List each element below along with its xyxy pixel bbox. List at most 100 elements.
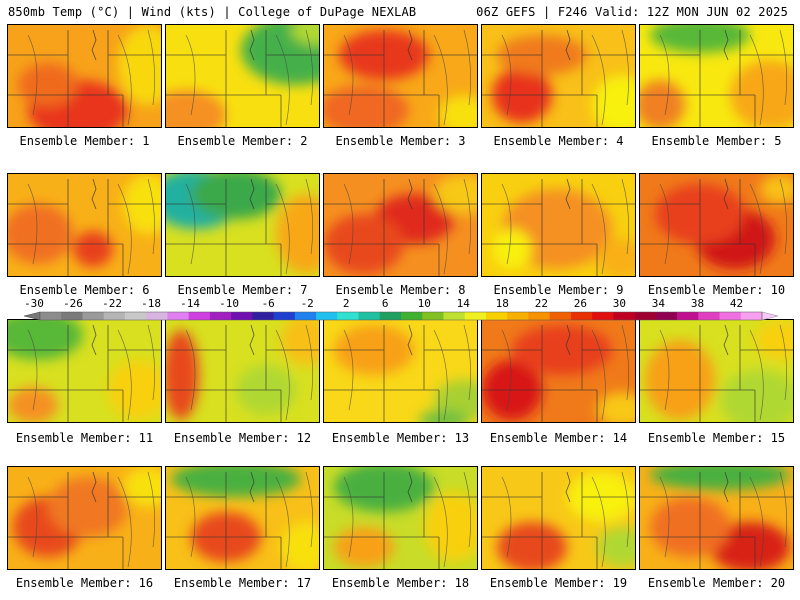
temperature-shading: [118, 25, 161, 105]
colorbar-swatch: [294, 312, 317, 320]
ensemble-member-label: Ensemble Member: 15: [647, 431, 786, 445]
temperature-shading: [710, 522, 790, 569]
colorbar-tick-label: -14: [180, 297, 200, 310]
state-borders: [482, 178, 635, 276]
ensemble-member-label: Ensemble Member: 5: [651, 134, 782, 148]
colorbar-tick-label: -6: [262, 297, 275, 310]
ensemble-member-label: Ensemble Member: 7: [177, 283, 308, 297]
temperature-shading: [171, 467, 301, 497]
wind-contours: [185, 471, 314, 568]
wind-contours: [501, 29, 630, 126]
colorbar-swatch: [422, 312, 444, 320]
ensemble-map-panel: [7, 24, 162, 128]
temperature-shading: [324, 85, 409, 127]
temperature-shading: [48, 477, 128, 537]
colorbar-swatch: [124, 312, 147, 320]
temperature-map: [8, 174, 161, 276]
state-borders: [8, 471, 161, 569]
temperature-shading: [650, 467, 790, 490]
temperature-shading: [166, 330, 199, 420]
colorbar-swatch: [82, 312, 105, 320]
wind-contours: [185, 178, 314, 275]
colorbar-swatch: [146, 312, 168, 320]
ensemble-map-panel: [165, 319, 320, 423]
ensemble-member-label: Ensemble Member: 9: [493, 283, 624, 297]
ensemble-map-panel: [639, 466, 794, 570]
colorbar-tick-label: -2: [301, 297, 314, 310]
colorbar-swatch: [740, 312, 763, 320]
ensemble-map-panel: [323, 319, 478, 423]
temperature-shading: [592, 75, 635, 127]
colorbar-tick-label: 26: [574, 297, 587, 310]
ensemble-member-label: Ensemble Member: 3: [335, 134, 466, 148]
colorbar-swatch: [634, 312, 657, 320]
temperature-map: [640, 467, 793, 569]
ensemble-map-panel: [481, 24, 636, 128]
temperature-shading: [291, 25, 319, 45]
colorbar-swatch: [677, 312, 699, 320]
state-borders: [166, 29, 319, 127]
wind-contours: [27, 471, 156, 568]
temperature-map: [640, 25, 793, 127]
temperature-shading: [439, 95, 477, 127]
wind-contours: [659, 29, 788, 126]
temperature-shading: [108, 360, 161, 420]
colorbar-tick-label: 30: [613, 297, 626, 310]
temperature-shading: [73, 231, 113, 267]
colorbar-swatch: [549, 312, 572, 320]
colorbar-tick-label: 38: [691, 297, 704, 310]
temperature-shading: [8, 204, 73, 264]
temperature-map: [166, 320, 319, 422]
state-borders: [640, 29, 793, 127]
ensemble-map-panel: [165, 24, 320, 128]
temperature-shading: [650, 497, 730, 557]
temperature-map: [324, 174, 477, 276]
ensemble-member-label: Ensemble Member: 2: [177, 134, 308, 148]
colorbar-tick-label: 34: [652, 297, 666, 310]
temperature-shading: [597, 239, 635, 276]
ensemble-map-panel: [481, 319, 636, 423]
wind-contours: [343, 178, 472, 275]
colorbar-tick-label: -30: [24, 297, 44, 310]
colorbar-swatch: [592, 312, 614, 320]
ensemble-member-label: Ensemble Member: 16: [15, 576, 154, 590]
colorbar-swatch: [507, 312, 529, 320]
ensemble-map-panel: [639, 24, 794, 128]
temperature-shading: [730, 60, 793, 127]
ensemble-member-label: Ensemble Member: 11: [15, 431, 154, 445]
ensemble-member-label: Ensemble Member: 6: [19, 283, 150, 297]
colorbar-tick-label: -10: [219, 297, 239, 310]
colorbar-swatch: [528, 312, 551, 320]
temperature-map: [482, 174, 635, 276]
ensemble-member-label: Ensemble Member: 10: [647, 283, 786, 297]
colorbar-swatch: [570, 312, 593, 320]
ensemble-member-label: Ensemble Member: 1: [19, 134, 150, 148]
temperature-shading: [492, 229, 532, 269]
temperature-shading: [720, 370, 793, 422]
temperature-shading: [597, 392, 635, 422]
chart-title: 850mb Temp (°C) | Wind (kts) | College o…: [8, 5, 417, 19]
state-borders: [8, 29, 161, 127]
ensemble-map-panel: [165, 173, 320, 277]
temperature-map: [324, 320, 477, 422]
colorbar-tick-label: 18: [496, 297, 509, 310]
temperature-shading: [166, 90, 226, 127]
state-borders: [324, 29, 477, 127]
colorbar-swatch: [209, 312, 232, 320]
colorbar-low-arrow: [23, 311, 41, 321]
colorbar-swatch: [401, 312, 423, 320]
ensemble-map-panel: [639, 173, 794, 277]
temperature-map: [482, 320, 635, 422]
ensemble-member-label: Ensemble Member: 4: [493, 134, 624, 148]
colorbar-swatch: [379, 312, 402, 320]
colorbar-swatch: [698, 312, 720, 320]
colorbar-swatch: [485, 312, 508, 320]
temperature-map: [482, 467, 635, 569]
temperature-shading: [281, 522, 319, 569]
temperature-map: [166, 25, 319, 127]
wind-contours: [343, 29, 472, 126]
wind-contours: [185, 29, 314, 126]
wind-contours: [659, 324, 788, 421]
colorbar-tick-label: 6: [382, 297, 389, 310]
temperature-map: [166, 174, 319, 276]
